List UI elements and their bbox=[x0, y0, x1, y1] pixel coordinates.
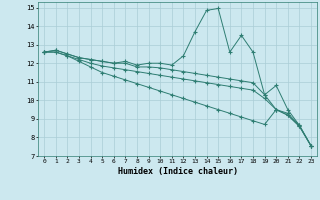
X-axis label: Humidex (Indice chaleur): Humidex (Indice chaleur) bbox=[118, 167, 238, 176]
